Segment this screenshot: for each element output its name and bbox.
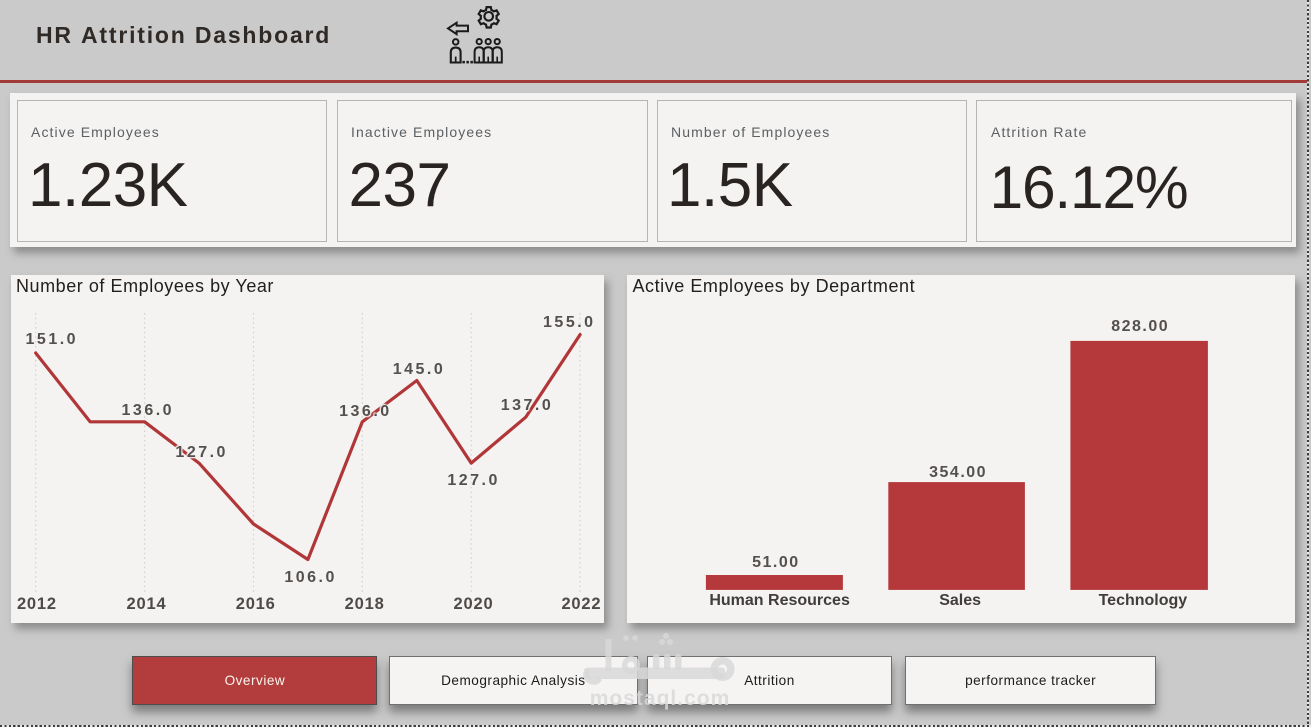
svg-text:mostaql.com: mostaql.com — [590, 687, 731, 710]
